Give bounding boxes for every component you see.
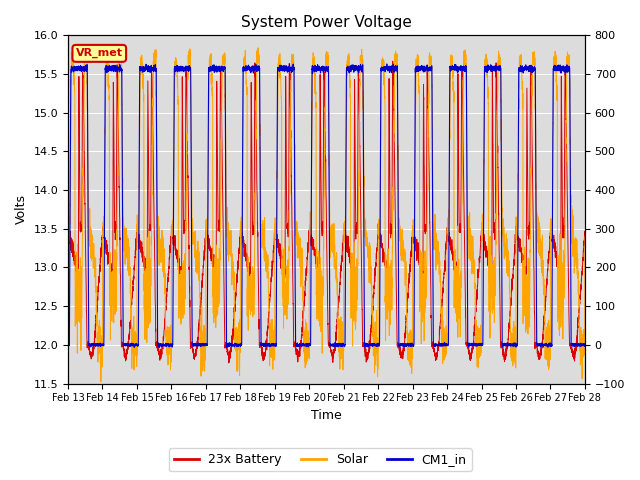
Solar bbox=[581, 234, 589, 240]
Line: CM1_in: CM1_in bbox=[68, 64, 585, 348]
23x Battery bbox=[581, 228, 589, 234]
Solar bbox=[401, 254, 408, 260]
CM1_in bbox=[401, 342, 408, 348]
23x Battery bbox=[64, 221, 72, 227]
CM1_in bbox=[262, 341, 269, 347]
Solar bbox=[254, 45, 262, 51]
CM1_in bbox=[64, 342, 72, 348]
Solar bbox=[374, 226, 382, 232]
CM1_in bbox=[490, 65, 497, 71]
Solar bbox=[64, 226, 72, 232]
Title: System Power Voltage: System Power Voltage bbox=[241, 15, 412, 30]
23x Battery bbox=[389, 59, 397, 64]
Text: VR_met: VR_met bbox=[76, 48, 123, 59]
Solar bbox=[450, 89, 458, 95]
Y-axis label: Volts: Volts bbox=[15, 194, 28, 225]
Legend: 23x Battery, Solar, CM1_in: 23x Battery, Solar, CM1_in bbox=[168, 448, 472, 471]
Solar bbox=[97, 379, 105, 384]
X-axis label: Time: Time bbox=[311, 409, 342, 422]
23x Battery bbox=[158, 351, 166, 357]
23x Battery bbox=[401, 348, 408, 353]
Line: 23x Battery: 23x Battery bbox=[68, 61, 585, 363]
23x Battery bbox=[262, 346, 269, 351]
CM1_in bbox=[383, 61, 390, 67]
Solar bbox=[262, 252, 269, 258]
23x Battery bbox=[490, 177, 497, 183]
23x Battery bbox=[225, 360, 233, 366]
Solar bbox=[490, 276, 497, 281]
CM1_in bbox=[581, 342, 589, 348]
23x Battery bbox=[374, 230, 382, 236]
CM1_in bbox=[156, 345, 163, 350]
CM1_in bbox=[374, 341, 382, 347]
CM1_in bbox=[158, 341, 166, 347]
CM1_in bbox=[450, 66, 458, 72]
23x Battery bbox=[450, 256, 458, 262]
Line: Solar: Solar bbox=[68, 48, 585, 382]
Solar bbox=[158, 227, 166, 233]
